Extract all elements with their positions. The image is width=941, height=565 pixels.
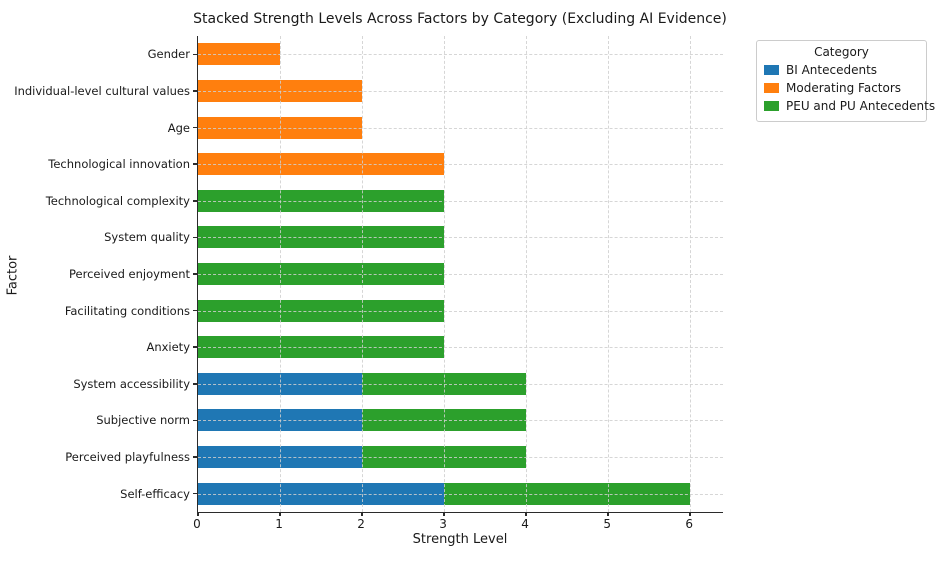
legend-entry-label: Moderating Factors	[786, 81, 902, 95]
y-tick-mark	[193, 456, 198, 458]
bar-segment	[198, 372, 363, 395]
y-tick-label: Anxiety	[146, 340, 190, 355]
legend-entry: Moderating Factors	[764, 79, 919, 97]
y-tick-mark	[193, 419, 198, 422]
y-tick-label: Perceived playfulness	[65, 450, 190, 465]
legend-entry-label: PEU and PU Antecedents	[786, 99, 936, 113]
x-tick-label: 0	[193, 517, 201, 531]
y-tick-label: Facilitating conditions	[64, 303, 190, 318]
x-tick-mark	[197, 512, 199, 516]
x-axis-label: Strength Level	[412, 532, 508, 547]
x-tick-label: 2	[357, 517, 365, 531]
bar-segment	[198, 153, 445, 176]
bar-segment	[198, 43, 281, 66]
bar-segment	[444, 482, 691, 505]
y-tick-mark	[193, 273, 198, 275]
legend: Category BI Antecedents Moderating Factor…	[756, 40, 935, 122]
x-tick-label: 4	[521, 517, 529, 531]
x-tick-mark	[689, 512, 691, 516]
bar-segment	[198, 189, 445, 212]
y-tick-label: Perceived enjoyment	[69, 267, 190, 281]
legend-entry: PEU and PU Antecedents	[764, 97, 935, 115]
bar-segment	[362, 372, 527, 395]
gridline-x	[526, 36, 528, 512]
x-tick-label: 5	[603, 517, 611, 531]
bar-segment	[198, 482, 445, 505]
y-tick-label: Subjective norm	[96, 413, 190, 428]
x-tick-mark	[607, 512, 609, 516]
legend-entry-label: BI Antecedents	[786, 63, 878, 77]
y-tick-label: Gender	[147, 47, 190, 62]
y-tick-label: Self-efficacy	[120, 486, 190, 501]
bar-segment	[198, 263, 445, 285]
bar-segment	[198, 336, 445, 359]
x-tick-label: 6	[685, 517, 693, 531]
y-tick-label: System accessibility	[73, 376, 190, 391]
y-tick-mark	[193, 126, 198, 129]
bar-segment	[198, 116, 363, 139]
gridline-x	[444, 36, 446, 512]
bar-segment	[362, 446, 527, 469]
y-tick-mark	[193, 90, 198, 92]
legend-title: Category	[814, 45, 869, 59]
y-tick-mark	[193, 200, 198, 202]
y-tick-label: System quality	[104, 230, 190, 245]
y-tick-mark	[193, 236, 198, 239]
y-tick-mark	[193, 346, 198, 348]
bar-segment	[198, 446, 363, 469]
legend-swatch-icon	[764, 101, 779, 111]
legend-entries: BI Antecedents Moderating Factors PEU and …	[764, 61, 935, 115]
bar-segment	[362, 409, 527, 432]
x-tick-label: 3	[439, 517, 447, 531]
x-tick-mark	[361, 512, 363, 516]
y-tick-label: Technological complexity	[45, 193, 190, 208]
legend-entry: BI Antecedents	[764, 61, 919, 79]
y-tick-mark	[193, 383, 198, 385]
gridline-x	[690, 36, 692, 512]
bar-segment	[198, 299, 445, 322]
bar-segment	[198, 226, 445, 249]
bar-segment	[198, 409, 363, 432]
plot-area	[193, 36, 723, 516]
y-tick-mark	[193, 163, 198, 165]
y-axis-label: Factor	[5, 255, 21, 296]
y-tick-mark	[193, 53, 198, 56]
y-tick-label: Technological innovation	[48, 157, 190, 172]
legend-swatch-icon	[764, 65, 779, 75]
y-tick-mark	[193, 492, 198, 495]
x-tick-mark	[279, 512, 281, 516]
chart-title: Stacked Strength Levels Across Factors b…	[193, 11, 727, 27]
x-tick-label: 1	[275, 517, 283, 531]
y-tick-mark	[193, 309, 198, 312]
y-tick-label: Age	[167, 120, 190, 135]
legend-swatch-icon	[764, 83, 779, 93]
x-tick-mark	[525, 512, 527, 516]
y-tick-label: Individual-level cultural values	[14, 83, 190, 98]
gridline-x	[608, 36, 610, 512]
x-tick-mark	[443, 512, 445, 516]
bar-segment	[198, 79, 363, 102]
